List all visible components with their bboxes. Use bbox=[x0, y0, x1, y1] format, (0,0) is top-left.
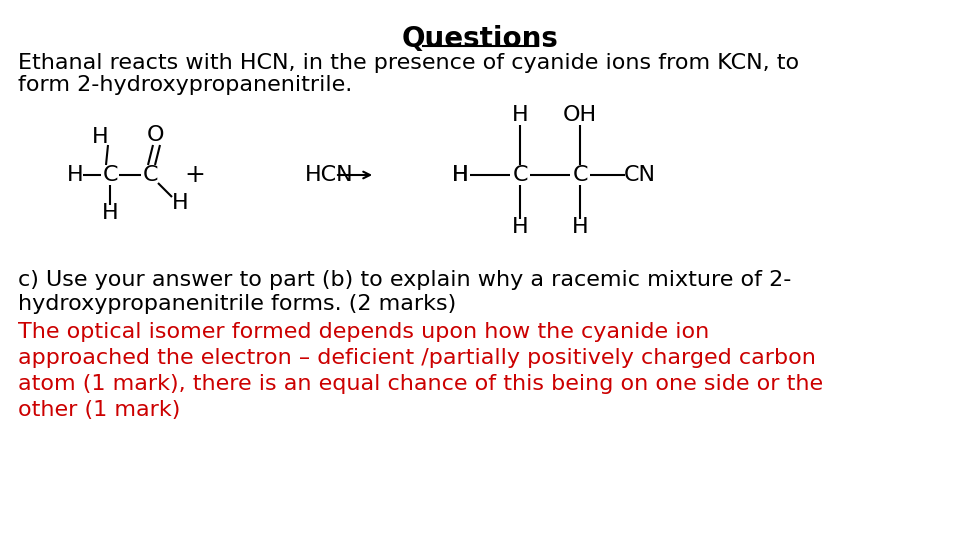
Text: C: C bbox=[572, 165, 588, 185]
Text: H: H bbox=[452, 165, 468, 185]
Text: C: C bbox=[142, 165, 157, 185]
Text: atom (1 mark), there is an equal chance of this being on one side or the: atom (1 mark), there is an equal chance … bbox=[18, 374, 823, 394]
Text: H: H bbox=[92, 127, 108, 147]
Text: H: H bbox=[102, 203, 118, 223]
Text: CN: CN bbox=[624, 165, 656, 185]
Text: C: C bbox=[103, 165, 118, 185]
Text: H: H bbox=[512, 217, 528, 237]
Text: OH: OH bbox=[563, 105, 597, 125]
Text: H: H bbox=[172, 193, 188, 213]
Text: HCN: HCN bbox=[305, 165, 353, 185]
Text: Questions: Questions bbox=[401, 25, 559, 53]
Text: approached the electron – deficient /partially positively charged carbon: approached the electron – deficient /par… bbox=[18, 348, 816, 368]
Text: H: H bbox=[66, 165, 84, 185]
Text: O: O bbox=[146, 125, 164, 145]
Text: H: H bbox=[512, 105, 528, 125]
Text: H: H bbox=[452, 165, 468, 185]
Text: other (1 mark): other (1 mark) bbox=[18, 400, 180, 420]
Text: c) Use your answer to part (b) to explain why a racemic mixture of 2-: c) Use your answer to part (b) to explai… bbox=[18, 270, 791, 290]
Text: The optical isomer formed depends upon how the cyanide ion: The optical isomer formed depends upon h… bbox=[18, 322, 709, 342]
Text: C: C bbox=[513, 165, 528, 185]
Text: +: + bbox=[184, 163, 205, 187]
Text: hydroxypropanenitrile forms. (2 marks): hydroxypropanenitrile forms. (2 marks) bbox=[18, 294, 456, 314]
Text: form 2-hydroxypropanenitrile.: form 2-hydroxypropanenitrile. bbox=[18, 75, 352, 95]
Text: H: H bbox=[572, 217, 588, 237]
Text: Ethanal reacts with HCN, in the presence of cyanide ions from KCN, to: Ethanal reacts with HCN, in the presence… bbox=[18, 53, 799, 73]
